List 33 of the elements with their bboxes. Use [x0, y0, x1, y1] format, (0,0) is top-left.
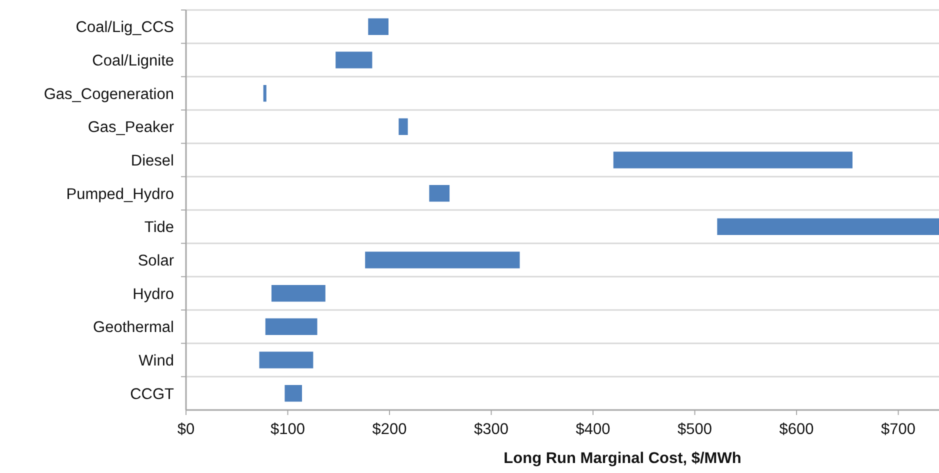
x-tick-label: $300	[474, 421, 509, 438]
bar	[271, 285, 326, 302]
bar	[265, 318, 318, 335]
bar	[263, 85, 266, 102]
x-tick-label: $100	[270, 421, 306, 438]
x-tick-label: $700	[881, 421, 916, 438]
y-tick-label: Diesel	[130, 152, 174, 170]
bar	[717, 218, 939, 235]
x-axis-title: Long Run Marginal Cost, $/MWh	[504, 450, 742, 467]
y-tick-label: Hydro	[132, 286, 174, 303]
x-tick-label: $400	[576, 421, 611, 438]
bar	[284, 385, 302, 402]
bar	[336, 52, 372, 68]
bar	[429, 185, 450, 202]
y-tick-label: Pumped_Hydro	[66, 186, 174, 203]
y-tick-label: Geothermal	[93, 319, 174, 336]
x-tick-label: $600	[779, 421, 814, 438]
y-tick-label: Coal/Lignite	[92, 52, 174, 70]
y-tick-label: Tide	[144, 219, 174, 236]
bar	[613, 152, 853, 168]
y-tick-label: CCGT	[130, 386, 175, 403]
y-tick-label: Gas_Peaker	[88, 119, 174, 136]
bar	[368, 18, 388, 35]
bar	[259, 352, 314, 368]
y-tick-label: Wind	[138, 352, 174, 370]
bar	[398, 118, 408, 135]
x-tick-label: $0	[177, 421, 195, 438]
y-tick-label: Solar	[138, 252, 174, 270]
bar	[365, 252, 520, 268]
x-tick-label: $200	[372, 421, 408, 438]
y-tick-label: Coal/Lig_CCS	[76, 19, 174, 36]
x-tick-label: $500	[678, 421, 712, 438]
y-tick-label: Gas_Cogeneration	[44, 86, 174, 103]
